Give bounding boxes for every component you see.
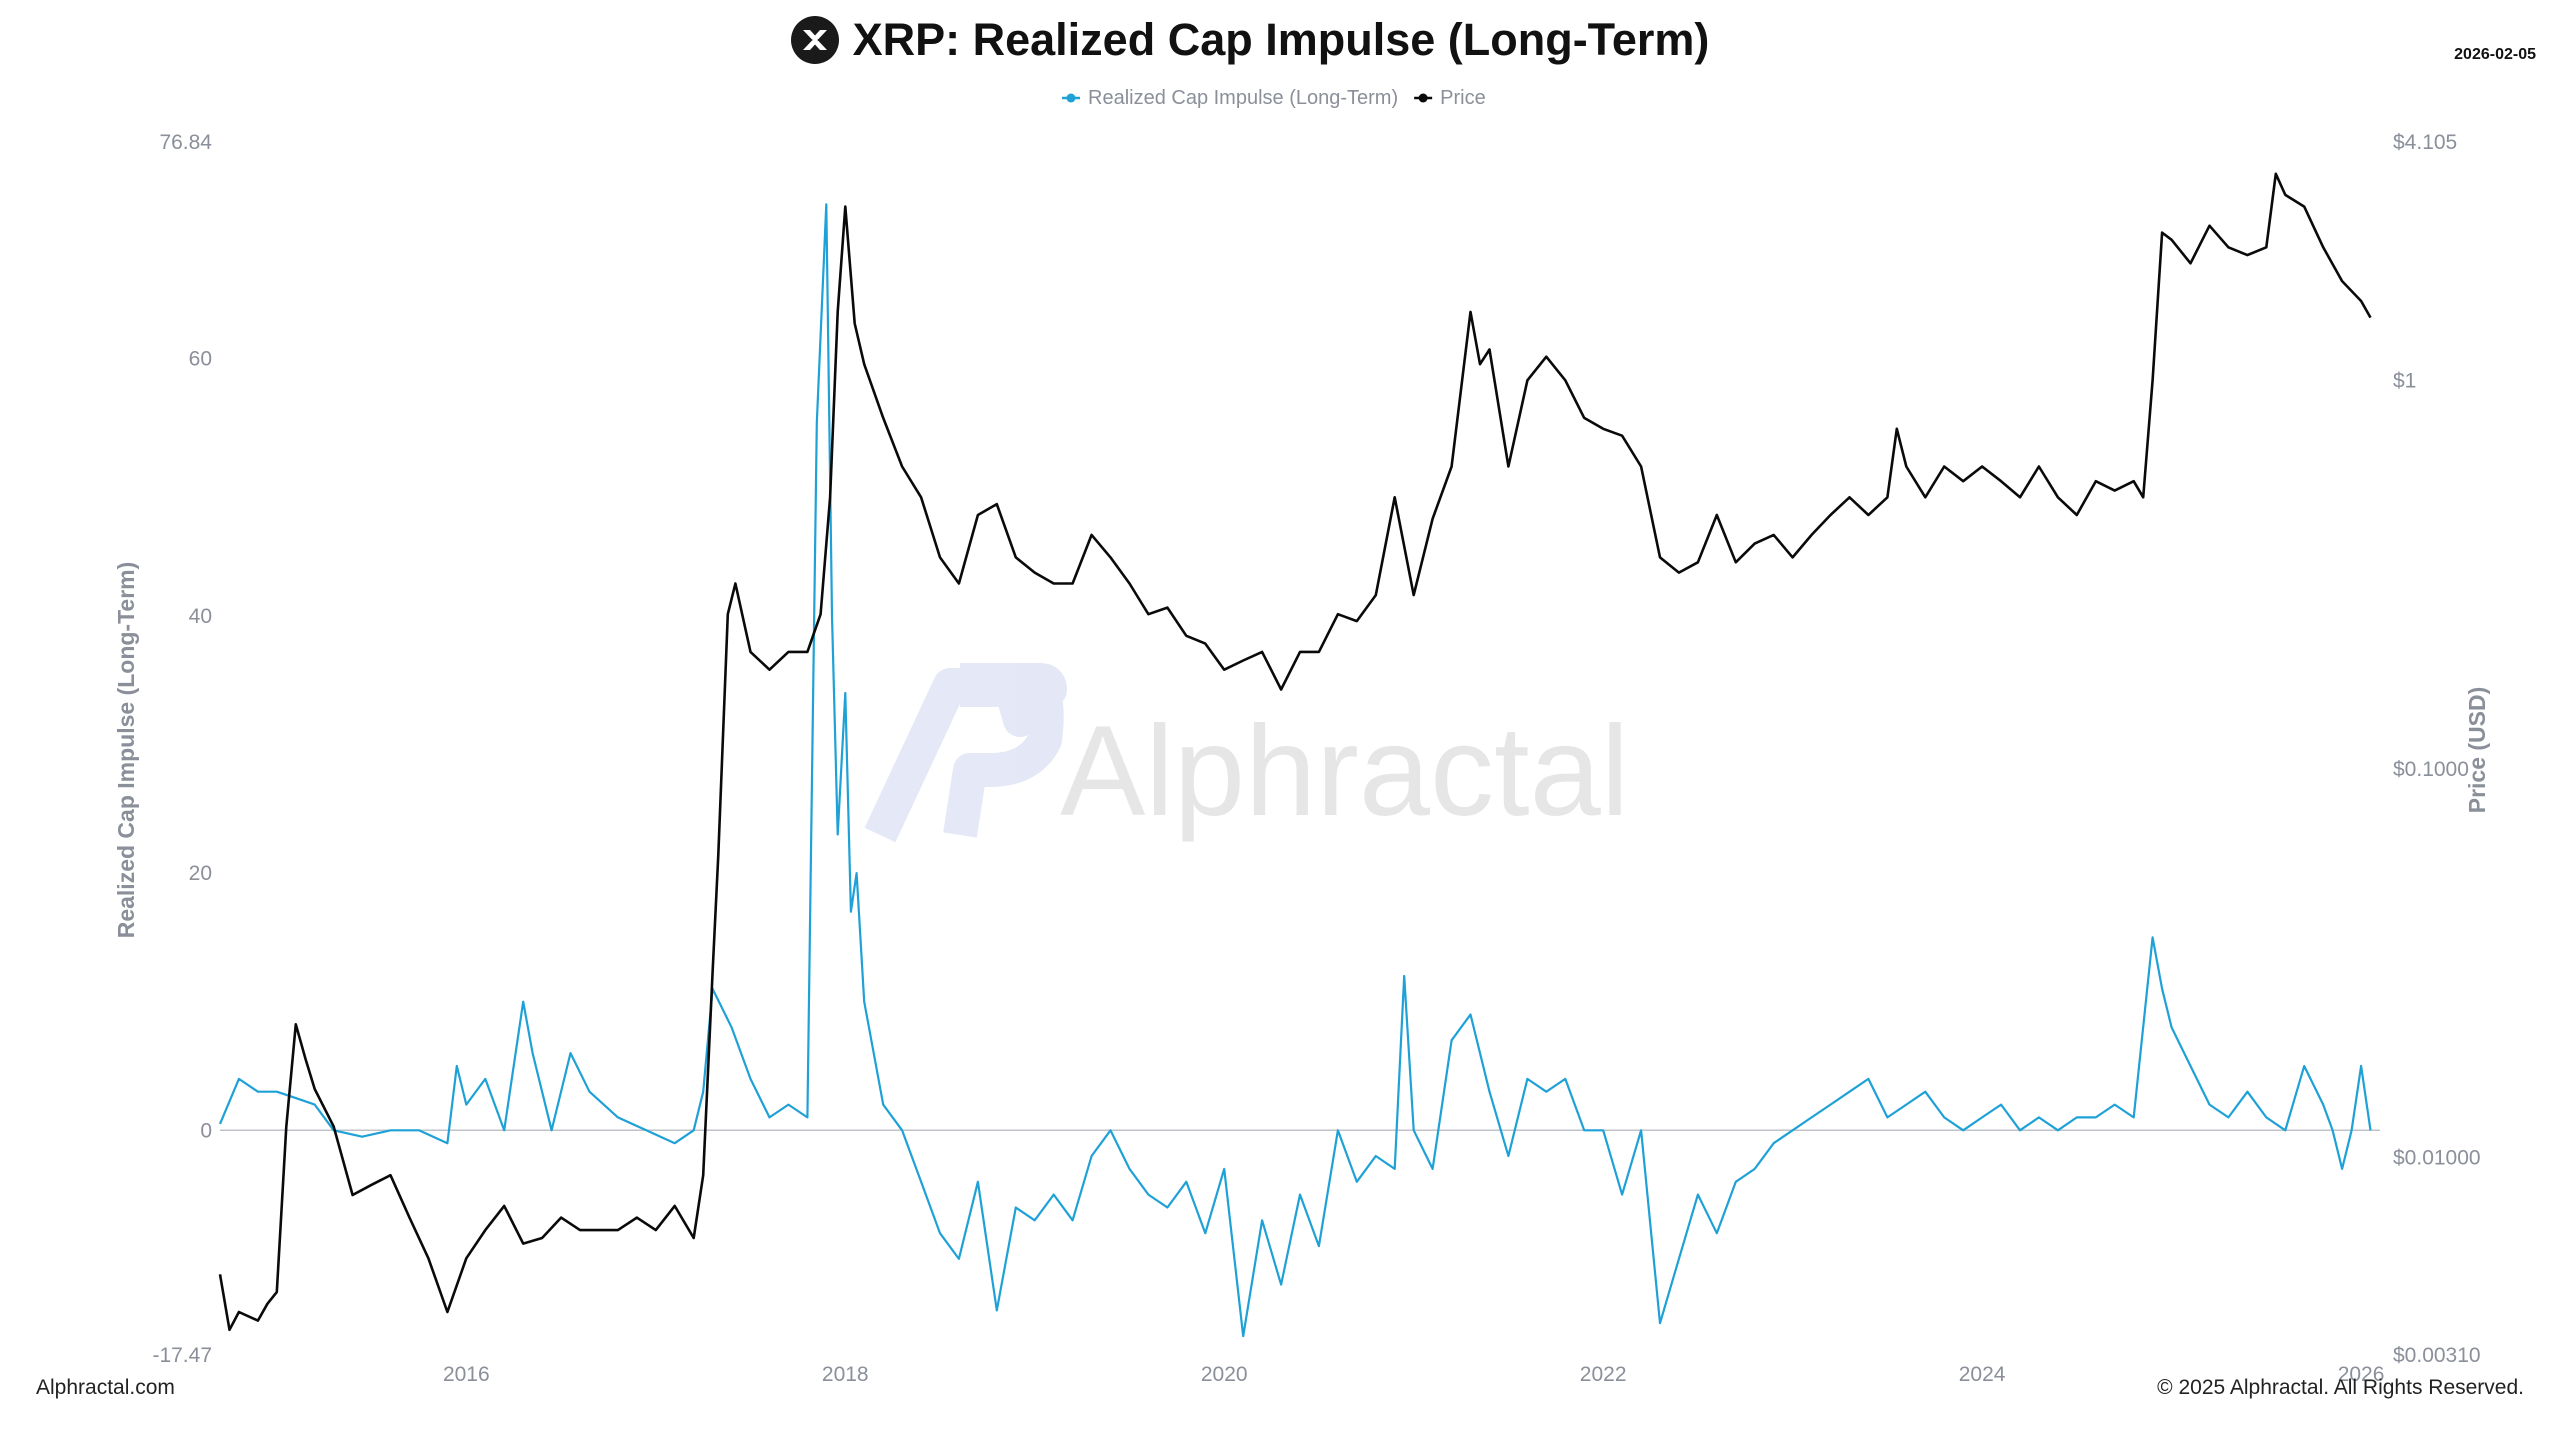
y-left-tick-label: 20 [189, 862, 212, 885]
x-tick-label: 2024 [1959, 1363, 2006, 1386]
chart-title: XRP: Realized Cap Impulse (Long-Term) [852, 14, 1710, 65]
y-right-axis-title: Price (USD) [2464, 687, 2490, 814]
x-tick-label: 2018 [822, 1363, 869, 1386]
y-left-tick-label: -17.47 [152, 1344, 212, 1367]
y-right-tick-label: $0.1000 [2393, 758, 2469, 781]
legend-item-label: Realized Cap Impulse (Long-Term) [1088, 87, 1398, 109]
chart-header: XRP: Realized Cap Impulse (Long-Term) [0, 14, 2500, 66]
y-right-tick-label: $4.105 [2393, 131, 2457, 154]
footer-source: Alphractal.com [36, 1376, 175, 1399]
y-right-tick-label: $0.00310 [2393, 1344, 2481, 1367]
watermark-text: Alphractal [1060, 700, 1629, 843]
date-stamp: 2026-02-05 [2454, 46, 2536, 63]
footer-copyright: © 2025 Alphractal. All Rights Reserved. [2157, 1376, 2524, 1399]
series-line-realized-cap-impulse [218, 203, 2372, 1338]
xrp-logo-icon [790, 16, 839, 64]
legend-swatch-dot [1418, 93, 1428, 103]
y-left-tick-label: 60 [189, 348, 212, 371]
y-right-tick-label: $0.01000 [2393, 1146, 2481, 1169]
x-tick-label: 2020 [1201, 1363, 1248, 1386]
x-tick-label: 2022 [1580, 1363, 1627, 1386]
y-left-tick-label: 0 [200, 1119, 212, 1142]
y-left-tick-label: 40 [189, 605, 212, 628]
x-tick-label: 2016 [443, 1363, 490, 1386]
legend-swatch-dot [1066, 93, 1076, 103]
series-line-price [218, 172, 2372, 1332]
legend-item-label: Price [1440, 87, 1486, 109]
y-right-tick-label: $1 [2393, 369, 2416, 392]
y-left-axis-title: Realized Cap Impulse (Long-Term) [113, 562, 139, 939]
watermark-logo-icon [864, 663, 1067, 843]
watermark: Alphractal [864, 663, 1629, 843]
y-left-tick-label: 76.84 [159, 131, 212, 154]
